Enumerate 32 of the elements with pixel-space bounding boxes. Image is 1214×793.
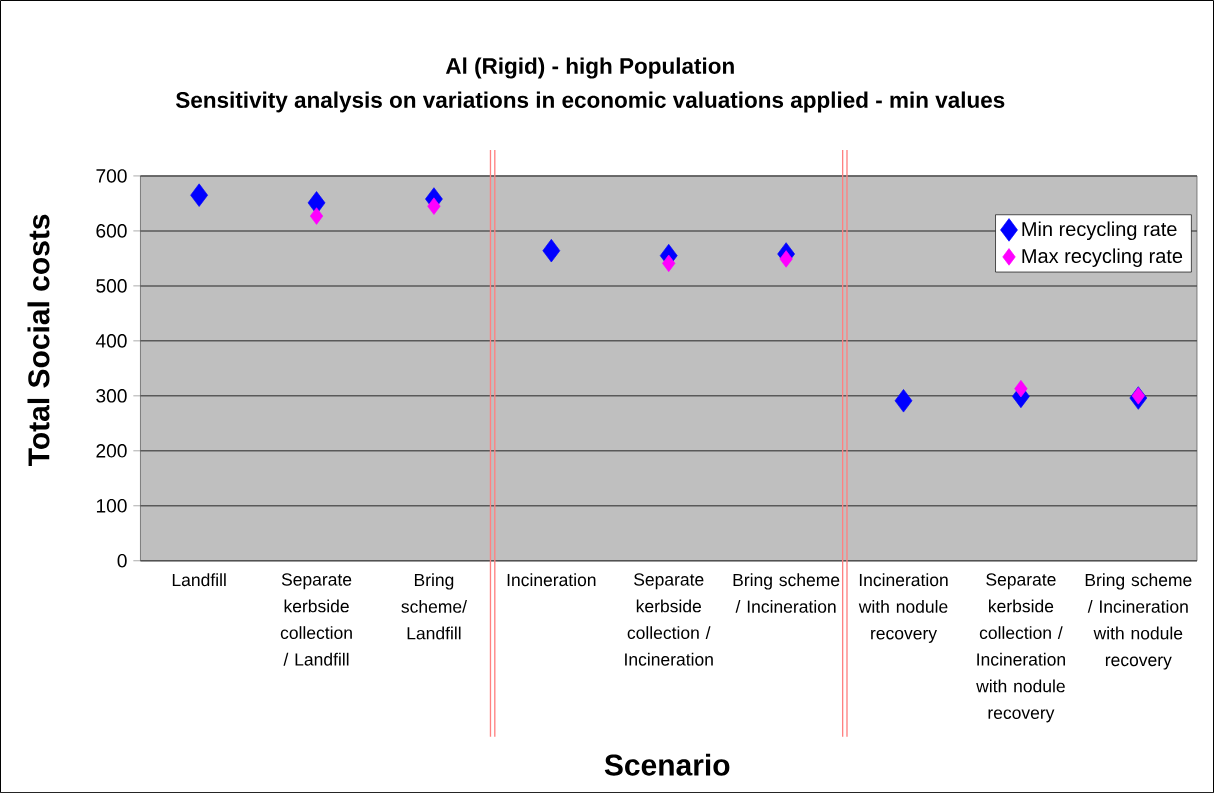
chart-subtitle: Sensitivity analysis on variations in economic valuations applied - min values	[175, 91, 1005, 113]
point	[1131, 387, 1145, 405]
x-axis-title: Scenario	[604, 753, 730, 776]
y-tick-label: 400	[95, 334, 127, 348]
x-tick-label: Separate kerbside collection / Landfill	[280, 573, 352, 666]
legend-label: Min recycling rate	[1022, 221, 1177, 240]
y-tick-label: 100	[96, 498, 127, 513]
x-tick-label: Separate kerbside collection / Incineration	[625, 573, 713, 666]
x-tick-label: Bring scheme / Incineration with nodule recovery	[1085, 573, 1192, 670]
y-axis-title: Total Social costs	[27, 214, 50, 466]
x-tick-label: Incineration with nodule recovery	[858, 573, 948, 643]
legend-label: Max recycling rate	[1022, 248, 1183, 267]
y-tick-label: 700	[96, 169, 127, 183]
x-tick-label: Landfill	[172, 573, 226, 587]
y-tick-label: 200	[96, 443, 127, 458]
chart-title: Al (Rigid) - high Population	[445, 57, 734, 79]
x-tick-label: Separate kerbside collection / Incineration with nodule recovery	[976, 573, 1065, 723]
y-tick-label: 0	[117, 553, 127, 568]
y-tick-label: 500	[96, 279, 127, 293]
x-tick-label: Bring scheme / Incineration	[733, 573, 840, 613]
point	[1014, 379, 1028, 398]
point	[309, 207, 324, 225]
y-tick-label: 600	[96, 224, 127, 238]
point	[662, 254, 676, 272]
point	[427, 197, 441, 215]
x-tick-label: Bring scheme/ Landfill	[401, 573, 467, 640]
point	[894, 389, 913, 413]
x-tick-label: Incineration	[507, 573, 596, 587]
point	[779, 250, 793, 268]
point	[542, 238, 561, 263]
y-tick-label: 300	[96, 388, 127, 403]
point	[190, 183, 208, 207]
